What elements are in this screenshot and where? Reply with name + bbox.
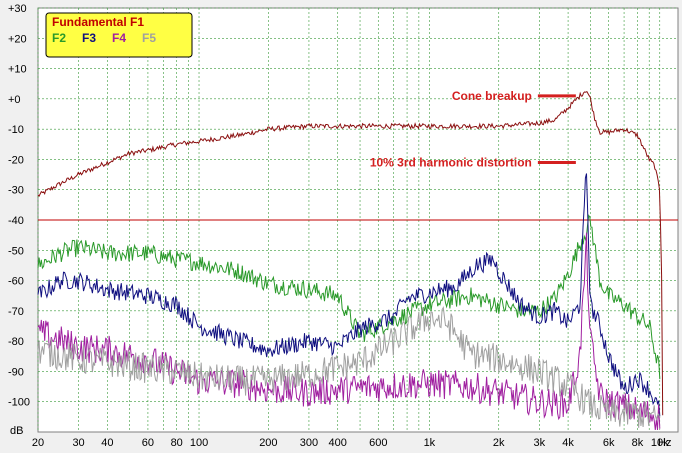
y-tick-label: -50 — [8, 245, 24, 257]
y-tick-label: +30 — [8, 3, 27, 15]
legend-item-f3[interactable]: F3 — [82, 31, 96, 45]
x-tick-label: 10k — [651, 437, 669, 449]
x-tick-label: 30 — [72, 437, 84, 449]
x-tick-label: 60 — [142, 437, 154, 449]
x-tick-label: 40 — [101, 437, 113, 449]
y-tick-label: -10 — [8, 124, 24, 136]
x-tick-label: 80 — [171, 437, 183, 449]
x-tick-label: 4k — [562, 437, 574, 449]
x-tick-label: 300 — [300, 437, 318, 449]
x-axis-unit: Hz — [658, 437, 671, 449]
legend[interactable]: Fundamental F1 F2 F3 F4 F5 — [45, 12, 193, 58]
y-tick-label: -20 — [8, 154, 24, 166]
x-tick-label: 1k — [424, 437, 436, 449]
legend-title: Fundamental F1 — [52, 15, 144, 29]
x-tick-label: 8k — [632, 437, 644, 449]
y-tick-label: +0 — [8, 94, 21, 106]
y-tick-label: -80 — [8, 336, 24, 348]
annotation-label: Cone breakup — [452, 89, 532, 103]
y-tick-label: +10 — [8, 64, 27, 76]
legend-item-f5[interactable]: F5 — [142, 31, 156, 45]
y-tick-label: -100 — [8, 397, 30, 409]
series-line-f5 — [37, 305, 661, 428]
y-tick-label: +20 — [8, 33, 27, 45]
y-tick-label: -90 — [8, 366, 24, 378]
legend-item-f2[interactable]: F2 — [52, 31, 66, 45]
x-tick-label: 200 — [259, 437, 277, 449]
series-group — [37, 90, 664, 431]
x-axis-ticks: 20 30 40 60 80 100 200 300 400 600 1k 2k 3k 4k 6k 8k 10k — [32, 437, 669, 449]
x-tick-label: 2k — [493, 437, 505, 449]
y-tick-label: -60 — [8, 276, 24, 288]
y-tick-label: -40 — [8, 215, 24, 227]
x-tick-label: 20 — [32, 437, 44, 449]
y-tick-label: -70 — [8, 306, 24, 318]
series-line-f3 — [37, 173, 661, 417]
y-tick-label: -30 — [8, 185, 24, 197]
x-tick-label: 400 — [329, 437, 347, 449]
x-tick-label: 100 — [190, 437, 208, 449]
series-line-f2 — [37, 214, 661, 380]
legend-box — [45, 12, 193, 58]
y-axis-ticks: +30 +20 +10 +0 -10 -20 -30 -40 -50 -60 -70 -80 -90 -1… — [8, 3, 30, 409]
x-tick-label: 600 — [369, 437, 387, 449]
y-axis-unit: dB — [10, 425, 23, 437]
legend-item-f4[interactable]: F4 — [112, 31, 126, 45]
annotations: Cone breakup 10% 3rd harmonic distortion — [370, 89, 576, 169]
series-line-fundamental-f1 — [37, 90, 664, 416]
x-tick-label: 3k — [533, 437, 545, 449]
annotation-label: 10% 3rd harmonic distortion — [370, 155, 532, 169]
x-tick-label: 6k — [603, 437, 615, 449]
